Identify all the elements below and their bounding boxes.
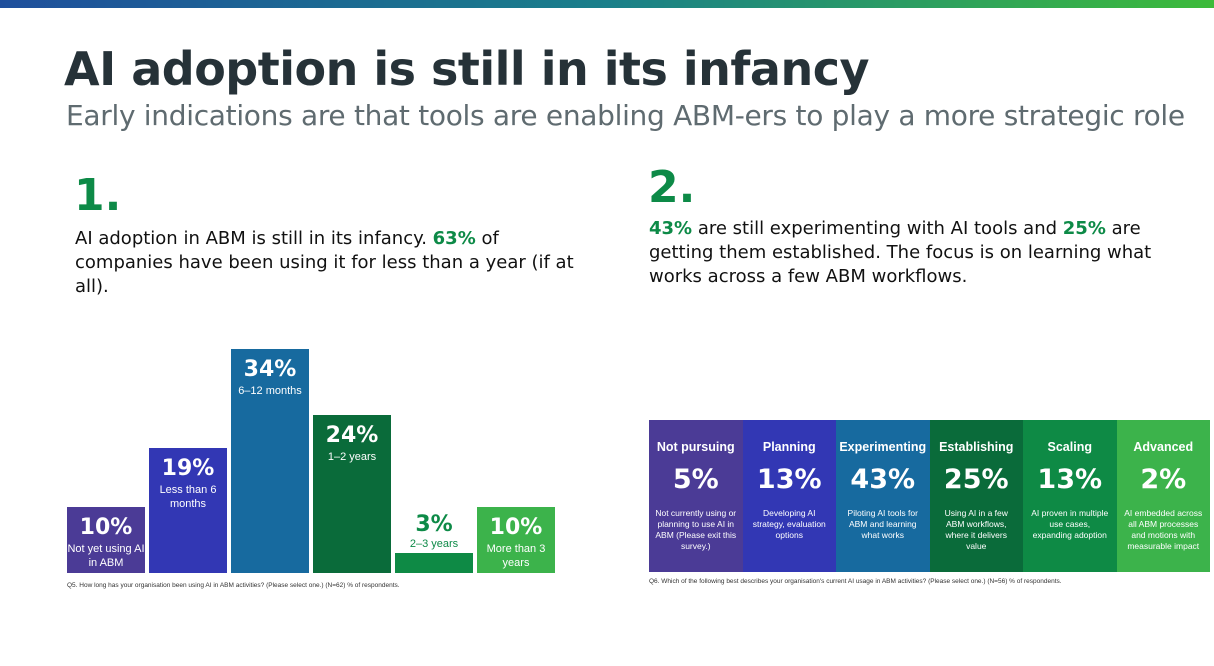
bar: 24% 1–2 years xyxy=(313,414,391,573)
bar: 10% More than 3 years xyxy=(477,507,555,573)
bar-value-label: 10% xyxy=(79,515,133,540)
top-gradient-bar xyxy=(0,0,1214,8)
stage-name: Experimenting xyxy=(839,440,927,454)
chart-1-footnote: Q5. How long has your organisation been … xyxy=(67,582,400,589)
bar-value-label: 3% xyxy=(415,512,453,538)
stage-desc: Piloting AI tools for ABM and learning w… xyxy=(847,508,918,540)
bar: 34% 6–12 months xyxy=(231,348,309,573)
bar-category-label: Less than 6 months xyxy=(159,483,217,510)
section-1-text: AI adoption in ABM is still in its infan… xyxy=(75,228,574,297)
stage-name: Not pursuing xyxy=(656,440,735,454)
stage-not-pursuing: Not pursuing 5% Not currently using or pla… xyxy=(649,420,743,572)
bar-value-label: 19% xyxy=(161,455,215,481)
section-2-number: 2. xyxy=(648,162,696,213)
stage-name: Planning xyxy=(762,440,816,454)
bar-category-label: More than 3 years xyxy=(486,543,546,569)
stage-pct: 43% xyxy=(850,464,916,495)
stage-establishing: Establishing 25% Using AI in a few ABM wor… xyxy=(929,420,1023,572)
adoption-duration-bar-chart: 10% Not yet using AI in ABM 19% Less than 6… xyxy=(60,330,560,575)
bar: 10% Not yet using AI in ABM xyxy=(67,507,145,573)
bar-category-label: Not yet using AI in ABM xyxy=(67,543,145,569)
stage-desc: AI embedded across all ABM processes and… xyxy=(1124,508,1203,551)
stage-planning: Planning 13% Developing AI strategy, evalu… xyxy=(742,420,836,572)
stage-pct: 25% xyxy=(943,464,1009,495)
stage-name: Scaling xyxy=(1047,440,1092,454)
bar-category-label: 6–12 months xyxy=(238,384,302,397)
stage-pct: 5% xyxy=(672,464,719,495)
page-subtitle: Early indications are that tools are ena… xyxy=(66,99,1185,132)
bar-value-label: 34% xyxy=(243,356,297,382)
page-title: AI adoption is still in its infancy xyxy=(64,42,869,96)
stage-desc: AI proven in multiple use cases, expandi… xyxy=(1031,508,1109,540)
stage-name: Establishing xyxy=(939,440,1014,454)
bar xyxy=(395,553,473,573)
bar-category-label: 1–2 years xyxy=(327,450,377,463)
bar: 19% Less than 6 months xyxy=(149,447,227,573)
stage-advanced: Advanced 2% AI embedded across all ABM pro… xyxy=(1116,420,1210,572)
stage-pct: 13% xyxy=(756,464,822,495)
chart-2-footnote: Q6. Which of the following best describe… xyxy=(649,578,1062,585)
stage-desc: Developing AI strategy, evaluation optio… xyxy=(752,508,826,540)
section-2-text: 43% are still experimenting with AI tool… xyxy=(649,218,1152,287)
stage-pct: 2% xyxy=(1140,464,1187,495)
section-1-number: 1. xyxy=(74,170,122,221)
stage-experimenting: Experimenting 43% Piloting AI tools for AB… xyxy=(836,420,930,572)
stage-pct: 13% xyxy=(1037,464,1103,495)
bar-category-label: 2–3 years xyxy=(409,538,459,551)
ai-maturity-stages: Not pursuing 5% Not currently using or pla… xyxy=(649,420,1210,572)
bar-value-label: 10% xyxy=(489,515,543,540)
stage-name: Advanced xyxy=(1133,440,1194,454)
stage-desc: Using AI in a few ABM workflows, where i… xyxy=(944,508,1008,551)
bar-label: 3% 2–3 years xyxy=(395,512,473,551)
stage-desc: Not currently using or planning to use A… xyxy=(655,508,737,551)
stage-scaling: Scaling 13% AI proven in multiple use case… xyxy=(1023,420,1117,572)
bar-value-label: 24% xyxy=(325,422,379,448)
